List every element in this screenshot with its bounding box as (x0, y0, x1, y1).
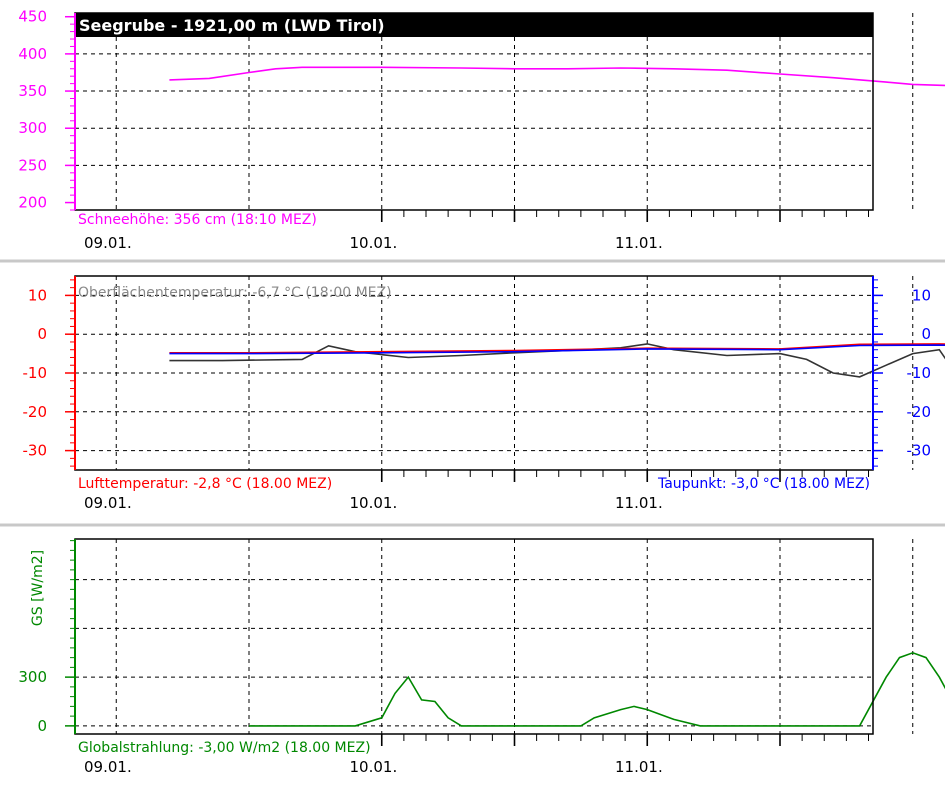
y-tick-label: 350 (18, 82, 47, 100)
x-tick-label: 11.01. (615, 234, 663, 252)
x-tick-label: 09.01. (84, 758, 132, 776)
y-tick-label: 250 (18, 156, 47, 174)
y-tick-label: 200 (18, 194, 47, 212)
y-tick-label: 400 (18, 45, 47, 63)
x-tick-label: 10.01. (350, 758, 398, 776)
series-label-global-radiation: Globalstrahlung: -3,00 W/m2 (18.00 MEZ) (78, 740, 371, 756)
y-tick-label-right: 0 (921, 325, 931, 343)
y-tick-label-right: -30 (907, 442, 932, 460)
panel-global-radiation: 0 300 09.01. 10.01. 11.01. GS [W/m2] Globalstr… (18, 538, 945, 776)
series-label-air-temperature: Lufttemperatur: -2,8 °C (18.00 MEZ) (78, 476, 332, 492)
series-line-global-radiation (249, 651, 945, 727)
series-label-dew-point: Taupunkt: -3,0 °C (18.00 MEZ) (657, 476, 870, 492)
y-tick-label: 300 (18, 119, 47, 137)
y-axis-title: GS [W/m2] (30, 550, 46, 626)
y-tick-label: -30 (23, 442, 48, 460)
panel-temperature: 10 0 -10 -20 -30 10 0 -10 -20 -30 09.01. 10.01. 11.0… (23, 275, 945, 512)
chart-panels: Seegrube - 1921,00 m (LWD Tirol) 200 250 30… (0, 8, 945, 776)
x-tick-label: 09.01. (84, 234, 132, 252)
y-tick-label-right: 10 (912, 286, 931, 304)
y-tick-label: 0 (37, 325, 47, 343)
series-line-dew-point (169, 344, 945, 355)
x-tick-label: 09.01. (84, 494, 132, 512)
x-tick-label: 11.01. (615, 494, 663, 512)
series-label-snow-height: Schneehöhe: 356 cm (18:10 MEZ) (78, 212, 317, 228)
y-tick-label: 10 (28, 286, 47, 304)
x-tick-label: 10.01. (350, 234, 398, 252)
panel-snow-height: Seegrube - 1921,00 m (LWD Tirol) 200 250 30… (18, 8, 945, 252)
annotation-surface-temperature: Oberflächentemperatur: -6,7 °C (18:00 ME… (78, 285, 392, 301)
y-tick-label: -10 (23, 364, 48, 382)
series-line-snow-height (169, 66, 945, 87)
y-tick-label-right: -20 (907, 403, 932, 421)
y-tick-label-right: -10 (907, 364, 932, 382)
title-bar (75, 13, 873, 37)
y-tick-label: 450 (18, 8, 47, 26)
y-tick-label: 300 (18, 668, 47, 686)
y-tick-label: 0 (37, 717, 47, 735)
y-tick-label: -20 (23, 403, 48, 421)
chart-title: Seegrube - 1921,00 m (LWD Tirol) (79, 16, 385, 35)
x-tick-label: 11.01. (615, 758, 663, 776)
x-tick-label: 10.01. (350, 494, 398, 512)
